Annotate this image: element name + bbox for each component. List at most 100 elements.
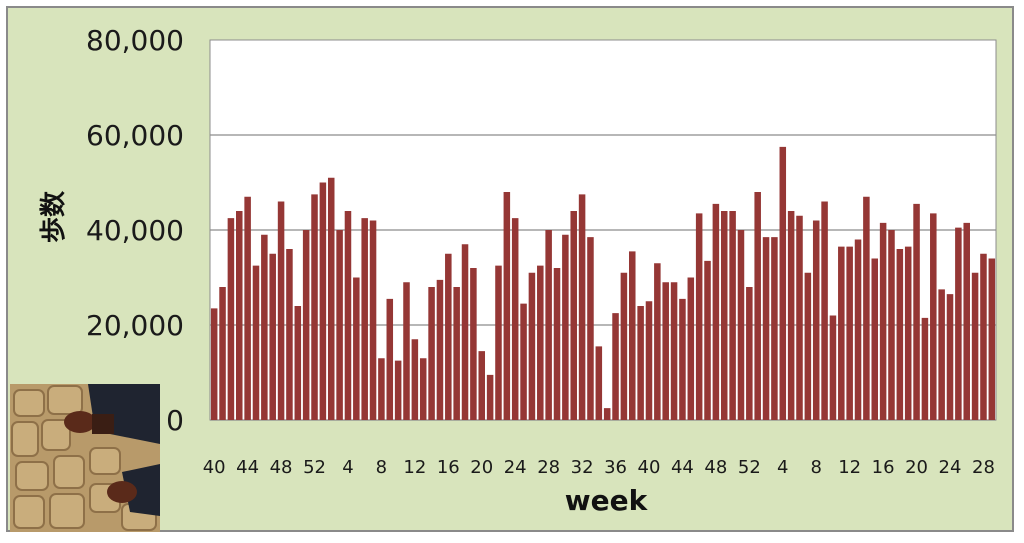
bar <box>720 211 728 420</box>
bar <box>821 201 828 420</box>
x-tick-label: 12 <box>838 457 861 478</box>
bar <box>511 218 519 421</box>
x-tick-label: 52 <box>303 457 326 478</box>
x-tick-label: 40 <box>638 457 661 478</box>
x-axis-title: week <box>565 484 649 517</box>
x-tick-label: 52 <box>738 457 761 478</box>
bar <box>838 246 845 421</box>
bar <box>528 272 536 420</box>
bar <box>846 246 853 421</box>
bar <box>771 237 778 421</box>
bar <box>227 218 235 421</box>
x-tick-label: 48 <box>704 457 727 478</box>
bar <box>537 265 544 421</box>
bar <box>311 194 318 421</box>
bar <box>252 265 260 421</box>
bar <box>879 222 887 420</box>
bar <box>863 196 870 420</box>
bar <box>946 294 954 421</box>
bar <box>595 346 603 421</box>
bar <box>612 313 619 421</box>
y-tick-label: 60,000 <box>86 119 184 152</box>
y-tick-label: 20,000 <box>86 309 184 342</box>
bar <box>812 220 820 420</box>
bar <box>562 234 569 420</box>
bar <box>654 263 661 420</box>
x-tick-label: 16 <box>437 457 460 478</box>
feet-on-cobblestone-photo <box>10 384 160 532</box>
bar <box>746 287 753 420</box>
bar <box>286 249 293 420</box>
bar <box>930 213 937 420</box>
x-tick-label: 32 <box>571 457 594 478</box>
bar <box>670 282 678 420</box>
bar <box>787 211 795 420</box>
x-tick-label: 4 <box>342 457 353 478</box>
bar <box>729 211 736 420</box>
x-tick-label: 16 <box>872 457 895 478</box>
bar <box>754 192 761 420</box>
bar <box>620 272 628 420</box>
x-tick-labels: 40 44 48 52 4 8 12 16 20 24 28 32 36 40 44 48 52 4 8 12 16 20… <box>203 457 995 478</box>
bar <box>762 237 770 421</box>
bar <box>244 196 251 420</box>
bar <box>503 192 511 420</box>
bar <box>963 222 970 420</box>
x-tick-label: 28 <box>537 457 560 478</box>
bar <box>478 351 486 421</box>
bar <box>587 237 594 421</box>
x-tick-label: 40 <box>203 457 226 478</box>
x-tick-label: 20 <box>470 457 493 478</box>
bar <box>629 251 636 421</box>
bar <box>854 239 862 420</box>
bar <box>603 408 611 421</box>
bar <box>277 201 285 420</box>
bar <box>704 260 711 421</box>
bar <box>913 203 920 421</box>
bar <box>461 244 469 420</box>
bar <box>904 246 912 421</box>
bars <box>210 146 996 421</box>
bar <box>662 282 669 420</box>
bar <box>645 301 653 420</box>
bar <box>261 234 268 420</box>
bar <box>294 306 302 420</box>
bar <box>712 203 720 421</box>
bar <box>428 287 435 420</box>
bar <box>436 279 444 421</box>
bar <box>578 194 586 421</box>
bar <box>419 358 427 420</box>
bar <box>553 268 561 420</box>
bar <box>804 272 812 420</box>
x-tick-label: 44 <box>236 457 259 478</box>
x-tick-label: 8 <box>810 457 821 478</box>
x-tick-label: 20 <box>905 457 928 478</box>
bar <box>319 182 327 420</box>
y-tick-label: 40,000 <box>86 214 184 247</box>
bar <box>445 253 452 420</box>
bar <box>695 213 703 420</box>
bar <box>302 230 310 420</box>
bar <box>327 177 335 420</box>
bar <box>486 374 494 421</box>
bar <box>779 146 787 421</box>
bar <box>520 303 527 421</box>
bar <box>495 265 502 421</box>
bar <box>470 268 477 420</box>
y-tick-labels: 0 20,000 40,000 60,000 80,000 <box>86 24 184 437</box>
y-tick-label: 80,000 <box>86 24 184 57</box>
bar <box>971 272 979 420</box>
bar <box>361 218 368 421</box>
x-tick-label: 4 <box>777 457 788 478</box>
x-tick-label: 48 <box>270 457 293 478</box>
x-tick-label: 24 <box>504 457 527 478</box>
bar <box>403 282 410 420</box>
bar <box>344 211 352 420</box>
bar <box>369 220 377 420</box>
bar <box>545 230 552 420</box>
bar <box>219 287 226 420</box>
x-tick-label: 8 <box>376 457 387 478</box>
x-tick-label: 28 <box>972 457 995 478</box>
bar <box>378 358 385 420</box>
bar <box>938 289 945 421</box>
